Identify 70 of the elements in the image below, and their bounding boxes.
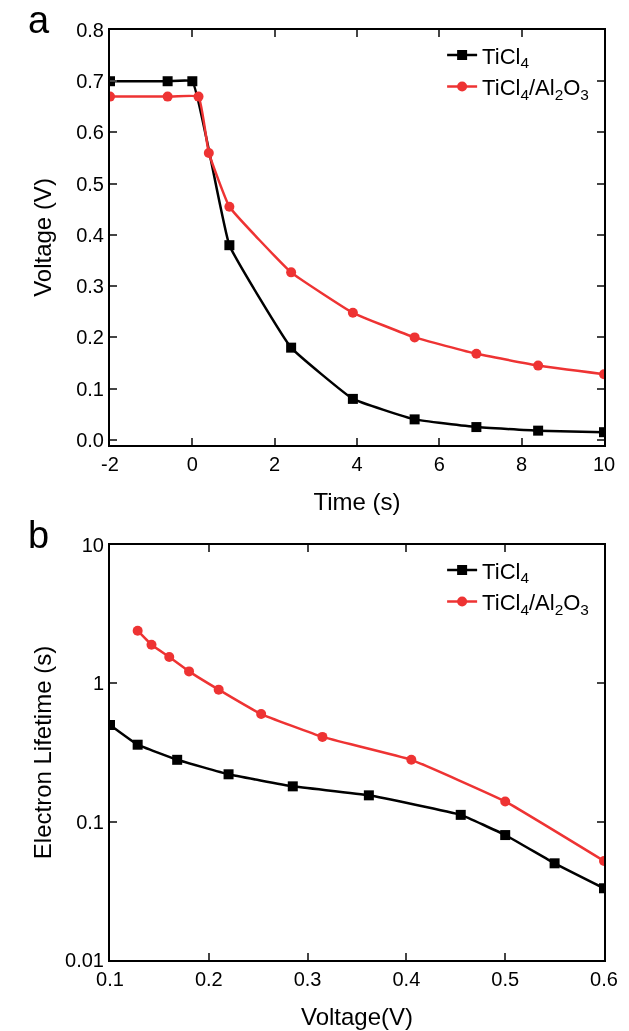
y-tick-label: 0.5 (76, 172, 104, 195)
point (164, 652, 175, 662)
point (162, 91, 173, 102)
point (347, 307, 358, 318)
x-tick-label: 2 (269, 453, 281, 475)
point (287, 781, 298, 792)
y-tick-label: 0.6 (76, 121, 104, 144)
y-tick-label: 0.01 (65, 949, 104, 971)
y-tick-label: 0.8 (76, 19, 104, 41)
point (406, 754, 417, 765)
point (471, 422, 482, 433)
y-tick-label: 0.7 (76, 70, 104, 93)
y-tick-label: 0.2 (76, 326, 104, 349)
point (213, 684, 224, 695)
x-tick-label: 0 (186, 453, 198, 475)
point (549, 858, 560, 869)
point (347, 393, 358, 404)
point (286, 342, 297, 353)
legend-label: TiCl$_{4}$/Al$_{2}$O$_{3}$ (482, 75, 589, 103)
x-tick-label: 4 (351, 453, 363, 475)
legend-label: TiCl$_{4}$ (482, 558, 530, 587)
x-tick-label: 0.3 (293, 968, 322, 990)
x-tick-label: 0.5 (491, 968, 520, 990)
point (286, 267, 297, 278)
point (132, 739, 143, 750)
point (193, 91, 204, 102)
y-tick-label: 0.1 (76, 810, 104, 833)
point (162, 76, 173, 87)
x-tick-label: 0.4 (392, 968, 421, 990)
point (172, 754, 183, 765)
text: a (28, 0, 50, 41)
y-tick-label: 0.3 (76, 275, 104, 298)
y-tick-label: 0.1 (76, 377, 104, 400)
point (409, 414, 420, 425)
point (317, 731, 328, 742)
point (533, 425, 544, 436)
y-tick-label: 1 (92, 672, 104, 695)
point (184, 666, 195, 677)
point (455, 809, 466, 820)
point (146, 639, 157, 650)
legend-label: TiCl$_{4}$ (482, 43, 530, 72)
x-tick-label: 0.6 (590, 968, 618, 990)
point (223, 769, 234, 780)
x-tick-label: 0.1 (96, 968, 124, 990)
point (203, 147, 214, 158)
y-tick-label: 0.4 (76, 223, 104, 246)
y-tick-label: 0.0 (76, 428, 104, 451)
y-axis-title: Electron Lifetime (s) (29, 645, 56, 860)
text: b (28, 514, 50, 556)
point (409, 332, 420, 343)
y-tick-label: 10 (81, 534, 104, 556)
x-axis-title: Time (s) (313, 488, 401, 515)
point (533, 360, 544, 371)
point (224, 201, 235, 212)
legend-label: TiCl$_{4}$/Al$_{2}$O$_{3}$ (482, 590, 589, 618)
point (500, 796, 511, 807)
y-axis-title: Voltage (V) (29, 178, 56, 297)
x-tick-label: -2 (101, 453, 119, 475)
x-axis-title: Voltage(V) (300, 1003, 414, 1030)
point (256, 709, 267, 720)
point (500, 830, 511, 841)
point (224, 240, 235, 251)
x-tick-label: 0.2 (194, 968, 223, 990)
point (187, 76, 198, 87)
point (132, 625, 143, 636)
point (363, 790, 374, 801)
x-tick-label: 10 (592, 453, 616, 475)
x-tick-label: 6 (433, 453, 445, 475)
point (471, 348, 482, 359)
x-tick-label: 8 (516, 453, 528, 475)
